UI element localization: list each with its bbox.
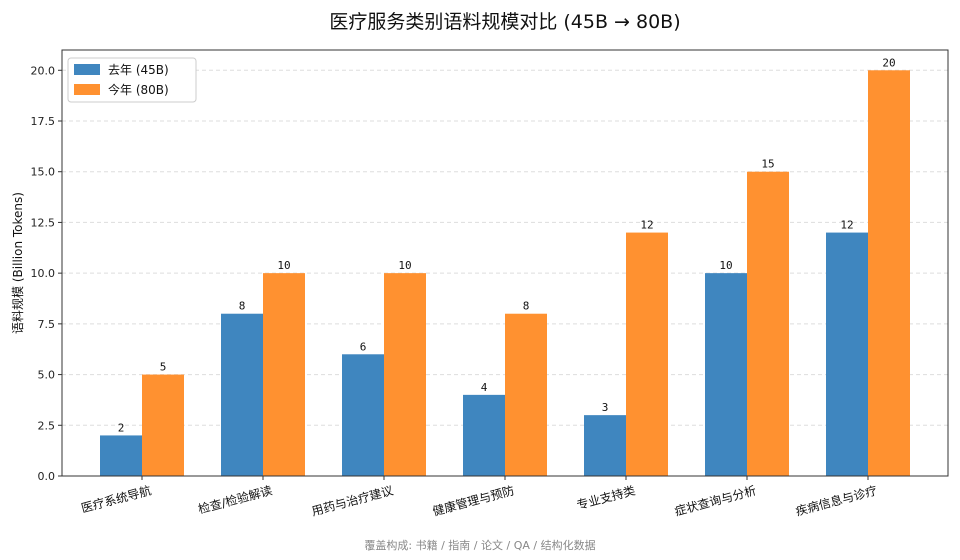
bar-this-year bbox=[263, 273, 305, 476]
data-label: 10 bbox=[719, 259, 732, 272]
bar-this-year bbox=[384, 273, 426, 476]
bar-this-year bbox=[626, 232, 668, 476]
y-axis: 0.0 2.5 5.0 7.5 10.0 12.5 15.0 17.5 20.0 bbox=[31, 64, 62, 483]
y-tick-label: 12.5 bbox=[31, 216, 56, 229]
legend-swatch-last-year bbox=[74, 64, 100, 75]
data-label: 10 bbox=[277, 259, 290, 272]
bar-this-year bbox=[747, 171, 789, 476]
data-label: 6 bbox=[360, 340, 367, 353]
footer-note: 覆盖构成: 书籍 / 指南 / 论文 / QA / 结构化数据 bbox=[364, 538, 595, 552]
x-tick-label: 用药与治疗建议 bbox=[310, 483, 395, 518]
bar-this-year bbox=[505, 313, 547, 476]
bar-last-year bbox=[221, 313, 263, 476]
y-tick-label: 0.0 bbox=[38, 470, 56, 483]
bar-last-year bbox=[826, 232, 868, 476]
data-label: 8 bbox=[239, 300, 246, 313]
x-tick-label: 专业支持类 bbox=[575, 482, 637, 512]
data-label: 8 bbox=[523, 300, 530, 313]
y-tick-label: 20.0 bbox=[31, 64, 56, 77]
data-label: 12 bbox=[840, 219, 853, 232]
data-label: 3 bbox=[602, 401, 609, 414]
data-label: 10 bbox=[398, 259, 411, 272]
data-labels: 2 5 8 10 6 10 4 8 3 12 10 15 12 20 bbox=[118, 56, 896, 434]
x-tick-label: 疾病信息与诊疗 bbox=[794, 482, 879, 518]
y-axis-label: 语料规模 (Billion Tokens) bbox=[10, 192, 25, 334]
bars bbox=[100, 70, 910, 477]
y-tick-label: 7.5 bbox=[38, 318, 56, 331]
x-axis: 医疗系统导航 检查/检验解读 用药与治疗建议 健康管理与预防 专业支持类 症状查询与分析疾… bbox=[79, 476, 879, 519]
bar-this-year bbox=[868, 70, 910, 477]
legend-label-this-year: 今年 (80B) bbox=[108, 82, 169, 97]
data-label: 20 bbox=[882, 56, 895, 69]
bar-this-year bbox=[142, 374, 184, 476]
bar-last-year bbox=[342, 354, 384, 476]
x-tick-label: 症状查询与分析 bbox=[673, 482, 758, 518]
bar-last-year bbox=[100, 435, 142, 476]
bar-last-year bbox=[584, 415, 626, 476]
chart-title: 医疗服务类别语料规模对比 (45B → 80B) bbox=[329, 11, 680, 33]
legend: 去年 (45B) 今年 (80B) bbox=[67, 57, 197, 103]
data-label: 15 bbox=[761, 158, 774, 171]
y-tick-label: 2.5 bbox=[38, 419, 56, 432]
y-tick-label: 17.5 bbox=[31, 115, 56, 128]
data-label: 2 bbox=[118, 421, 125, 434]
x-tick-label: 医疗系统导航 bbox=[79, 482, 152, 515]
data-label: 4 bbox=[481, 381, 488, 394]
x-tick-label: 检查/检验解读 bbox=[196, 482, 273, 516]
legend-label-last-year: 去年 (45B) bbox=[108, 63, 169, 77]
y-tick-label: 10.0 bbox=[31, 267, 56, 280]
x-tick-label: 健康管理与预防 bbox=[431, 482, 516, 518]
data-label: 12 bbox=[640, 219, 653, 232]
bar-last-year bbox=[705, 273, 747, 476]
y-tick-label: 5.0 bbox=[38, 369, 56, 382]
legend-swatch-this-year bbox=[74, 84, 100, 95]
y-tick-label: 15.0 bbox=[31, 166, 56, 179]
bar-last-year bbox=[463, 394, 505, 476]
data-label: 5 bbox=[160, 361, 167, 374]
